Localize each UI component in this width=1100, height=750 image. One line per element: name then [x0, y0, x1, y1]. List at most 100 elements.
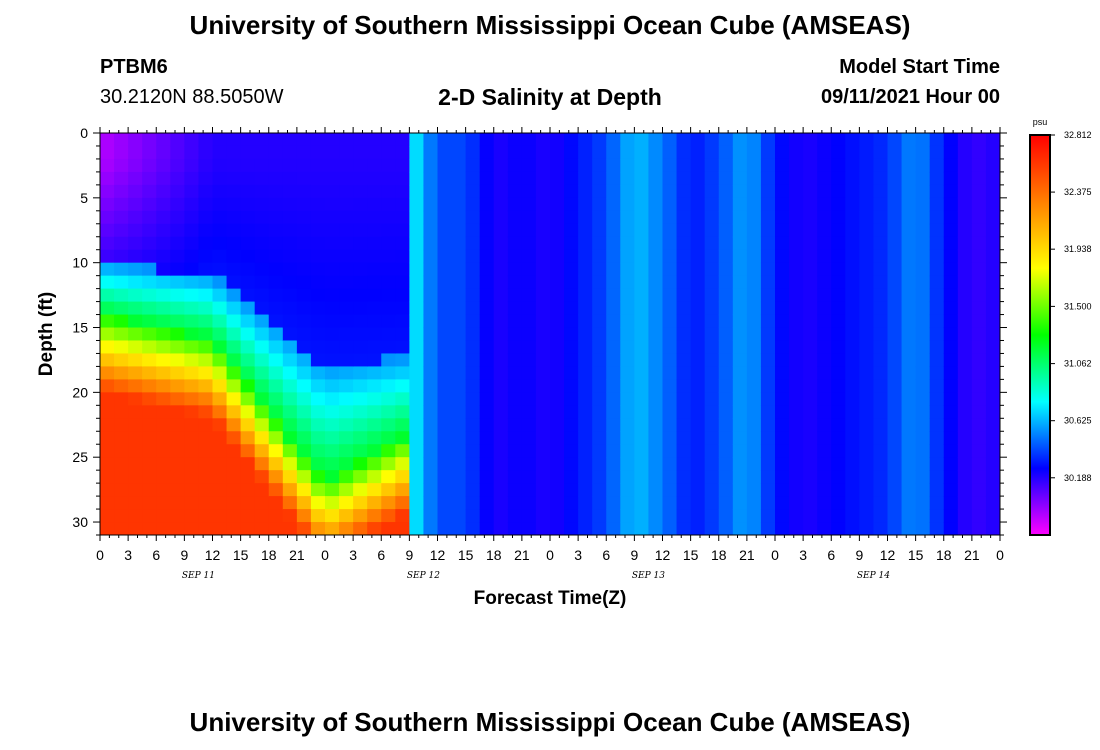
heatmap-cell	[282, 223, 298, 238]
heatmap-cell	[296, 522, 312, 535]
heatmap-cell	[648, 197, 664, 212]
heatmap-cell	[943, 496, 959, 510]
heatmap-cell	[831, 275, 846, 290]
heatmap-cell	[789, 275, 804, 290]
heatmap-cell	[521, 249, 537, 264]
heatmap-cell	[606, 405, 621, 419]
heatmap-cell	[353, 223, 368, 238]
heatmap-cell	[493, 522, 509, 535]
heatmap-cell	[690, 184, 706, 199]
heatmap-cell	[282, 327, 298, 342]
heatmap-cell	[156, 483, 171, 497]
heatmap-cell	[957, 522, 973, 535]
heatmap-cell	[606, 470, 621, 484]
heatmap-cell	[114, 392, 129, 406]
heatmap-cell	[901, 210, 917, 225]
heatmap-cell	[212, 379, 228, 393]
heatmap-cell	[409, 483, 425, 497]
day-label: SEP 13	[632, 571, 665, 581]
heatmap-cell	[718, 314, 734, 329]
heatmap-cell	[465, 444, 481, 458]
heatmap-cell	[901, 457, 917, 471]
heatmap-cell	[353, 444, 368, 458]
heatmap-cell	[325, 197, 340, 212]
heatmap-cell	[887, 457, 903, 471]
heatmap-cell	[535, 327, 551, 342]
heatmap-cell	[620, 145, 635, 160]
heatmap-cell	[240, 184, 256, 199]
heatmap-cell	[128, 431, 143, 445]
heatmap-cell	[254, 483, 270, 497]
model-start-value: 09/11/2021 Hour 00	[820, 86, 1000, 108]
heatmap-cell	[550, 457, 565, 471]
heatmap-area	[100, 133, 1000, 535]
heatmap-cell	[592, 314, 607, 329]
heatmap-cell	[915, 275, 931, 290]
heatmap-cell	[325, 392, 340, 406]
heatmap-cell	[634, 340, 650, 355]
day-label: SEP 14	[857, 571, 890, 581]
heatmap-cell	[634, 301, 650, 316]
heatmap-cell	[451, 340, 467, 355]
heatmap-cell	[423, 392, 439, 406]
heatmap-cell	[296, 483, 312, 497]
heatmap-cell	[929, 392, 945, 406]
heatmap-cell	[184, 171, 200, 186]
heatmap-cell	[310, 392, 326, 406]
heatmap-cell	[128, 483, 143, 497]
heatmap-cell	[662, 366, 678, 380]
heatmap-cell	[142, 145, 157, 160]
heatmap-cell	[676, 210, 692, 225]
heatmap-cell	[282, 314, 298, 329]
heatmap-cell	[746, 145, 762, 160]
heatmap-cell	[648, 133, 664, 147]
heatmap-cell	[746, 470, 762, 484]
heatmap-cell	[957, 171, 973, 186]
heatmap-cell	[437, 509, 453, 523]
heatmap-cell	[732, 210, 748, 225]
heatmap-cell	[732, 366, 748, 380]
heatmap-cell	[423, 314, 439, 329]
heatmap-cell	[381, 158, 396, 173]
heatmap-cell	[535, 223, 551, 238]
heatmap-cell	[985, 184, 1000, 199]
heatmap-cell	[339, 418, 354, 432]
heatmap-cell	[226, 470, 242, 484]
heatmap-cell	[212, 509, 228, 523]
heatmap-cell	[521, 262, 537, 277]
heatmap-cell	[381, 249, 396, 264]
heatmap-cell	[493, 379, 509, 393]
heatmap-cell	[690, 223, 706, 238]
heatmap-cell	[606, 197, 621, 212]
heatmap-cell	[254, 366, 270, 380]
heatmap-cell	[662, 301, 678, 316]
page-title: University of Southern Mississippi Ocean…	[189, 10, 911, 40]
heatmap-cell	[409, 522, 425, 535]
heatmap-cell	[971, 327, 987, 342]
x-tick-label: 3	[124, 547, 132, 563]
heatmap-cell	[493, 340, 509, 355]
heatmap-cell	[479, 314, 495, 329]
heatmap-cell	[676, 133, 692, 147]
heatmap-cell	[901, 522, 917, 535]
heatmap-cell	[128, 444, 143, 458]
heatmap-cell	[550, 171, 565, 186]
heatmap-cell	[296, 431, 312, 445]
heatmap-cell	[901, 353, 917, 368]
heatmap-cell	[550, 197, 565, 212]
heatmap-cell	[451, 288, 467, 303]
heatmap-cell	[296, 223, 312, 238]
heatmap-cell	[114, 340, 129, 355]
heatmap-cell	[100, 470, 115, 484]
heatmap-cell	[957, 483, 973, 497]
heatmap-cell	[971, 236, 987, 251]
heatmap-cell	[676, 158, 692, 173]
heatmap-cell	[296, 275, 312, 290]
heatmap-cell	[929, 133, 945, 147]
heatmap-cell	[873, 314, 889, 329]
heatmap-cell	[662, 145, 678, 160]
heatmap-cell	[339, 171, 354, 186]
heatmap-cell	[845, 379, 860, 393]
heatmap-cell	[901, 327, 917, 342]
heatmap-cell	[339, 366, 354, 380]
